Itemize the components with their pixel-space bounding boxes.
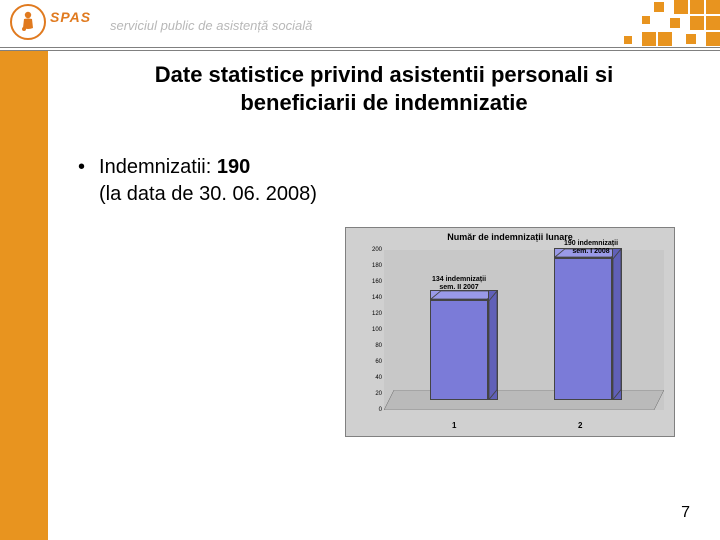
logo-text: SPAS [50,9,91,25]
ytick: 100 [360,327,382,333]
sidebar-bar [0,51,48,540]
bar-2-label-l2: sem. I 2008 [572,248,609,255]
page-number: 7 [681,504,690,522]
floor-3d [384,390,664,410]
bar-2-label: 190 indemnizații sem. I 2008 [546,240,636,255]
bullet-label: Indemnizatii: [99,156,211,178]
ytick: 0 [360,407,382,413]
chart: Număr de indemnizații lunare 0 20 40 60 … [345,227,675,437]
bullet-text: Indemnizatii: 190 (la data de 30. 06. 20… [99,154,317,208]
bar-1-label: 134 indemnizații sem. II 2007 [414,276,504,291]
bullet-subtext: (la data de 30. 06. 2008) [99,183,317,205]
page-title: Date statistice privind asistentii perso… [48,61,720,116]
bar-1-label-l2: sem. II 2007 [439,284,478,291]
person-icon [18,10,38,34]
header: SPAS serviciul public de asistență socia… [0,0,720,50]
ytick: 200 [360,247,382,253]
bullet-icon: • [78,154,85,180]
ytick: 140 [360,295,382,301]
title-line1: Date statistice privind asistentii perso… [155,62,614,87]
tagline: serviciul public de asistență socială [110,18,312,33]
ytick: 60 [360,359,382,365]
ytick: 160 [360,279,382,285]
title-line2: beneficiarii de indemnizatie [240,90,527,115]
divider [0,47,720,48]
bullet-value: 190 [217,156,250,178]
ytick: 180 [360,263,382,269]
ytick: 120 [360,311,382,317]
bar-1-label-l1: 134 indemnizații [432,276,486,283]
x-label-1: 1 [452,421,456,430]
bar-2-label-l1: 190 indemnizații [564,240,618,247]
ytick: 20 [360,391,382,397]
bullet-item: • Indemnizatii: 190 (la data de 30. 06. … [48,154,720,208]
y-axis: 0 20 40 60 80 100 120 140 160 180 200 [360,250,382,410]
plot-area: 134 indemnizații sem. II 2007 190 indemn… [384,250,664,410]
logo: SPAS [10,4,90,42]
content-area: Date statistice privind asistentii perso… [48,51,720,540]
ytick: 80 [360,343,382,349]
x-label-2: 2 [578,421,582,430]
decorative-squares-icon [570,0,720,48]
ytick: 40 [360,375,382,381]
